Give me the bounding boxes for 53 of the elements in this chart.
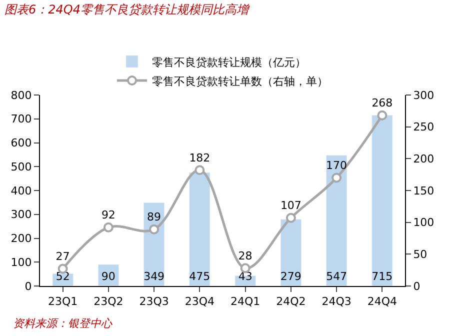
x-tick-label: 24Q4 [367, 295, 398, 308]
y-tick-label: 300 [10, 208, 32, 222]
point [103, 222, 114, 232]
y-tick-label: 500 [10, 160, 32, 174]
y2-tick-label: 50 [413, 248, 428, 262]
y-tick-label: 700 [10, 112, 32, 126]
y-tick-label: 0 [24, 280, 32, 293]
x-tick-label: 23Q2 [94, 295, 124, 308]
x-tick-label: 24Q1 [230, 295, 260, 308]
bar [372, 115, 393, 286]
point [377, 110, 388, 120]
bar [326, 155, 348, 286]
y-tick-label: 100 [10, 256, 32, 269]
data-label: 43 [238, 270, 252, 283]
data-label: 107 [280, 199, 302, 212]
data-label: 349 [144, 270, 165, 283]
x-tick-label: 23Q1 [48, 295, 78, 308]
x-tick-label: 24Q2 [276, 295, 306, 308]
y2-tick-label: 250 [413, 120, 434, 134]
x-tick-label: 23Q4 [184, 295, 215, 308]
data-label: 715 [372, 270, 393, 283]
point [149, 224, 160, 234]
data-label: 182 [189, 151, 210, 164]
data-label: 279 [280, 270, 302, 283]
x-tick-label: 23Q3 [139, 295, 169, 308]
y2-tick-label: 100 [413, 216, 434, 230]
y-tick-label: 800 [10, 88, 32, 102]
y2-tick-label: 0 [413, 280, 420, 293]
y-tick-label: 400 [10, 184, 32, 198]
y2-tick-label: 300 [413, 88, 434, 102]
bar [189, 172, 210, 286]
y-tick-label: 600 [10, 136, 32, 150]
chart-title: 图表6：24Q4零售不良贷款转让规模同比高增 [4, 2, 250, 16]
point [194, 165, 205, 176]
data-label: 475 [189, 270, 210, 283]
bar [280, 219, 302, 286]
data-label: 268 [372, 96, 393, 110]
data-label: 27 [56, 250, 70, 264]
data-label: 90 [101, 270, 116, 283]
y2-tick-label: 200 [413, 152, 434, 166]
data-label: 89 [147, 210, 162, 224]
legend-label: 零售不良贷款转让规模（亿元） [152, 56, 306, 69]
data-label: 547 [326, 270, 348, 283]
point [286, 212, 296, 223]
y2-tick-label: 150 [413, 184, 434, 198]
data-label: 92 [101, 208, 116, 222]
y-tick-label: 200 [10, 232, 32, 246]
point [332, 172, 342, 183]
data-label: 28 [238, 249, 252, 262]
legend-label: 零售不良贷款转让单数（右轴，单） [152, 74, 328, 88]
data-label: 170 [326, 159, 348, 172]
x-tick-label: 24Q3 [322, 295, 352, 308]
text: 资料来源：银登中心 [13, 317, 113, 330]
